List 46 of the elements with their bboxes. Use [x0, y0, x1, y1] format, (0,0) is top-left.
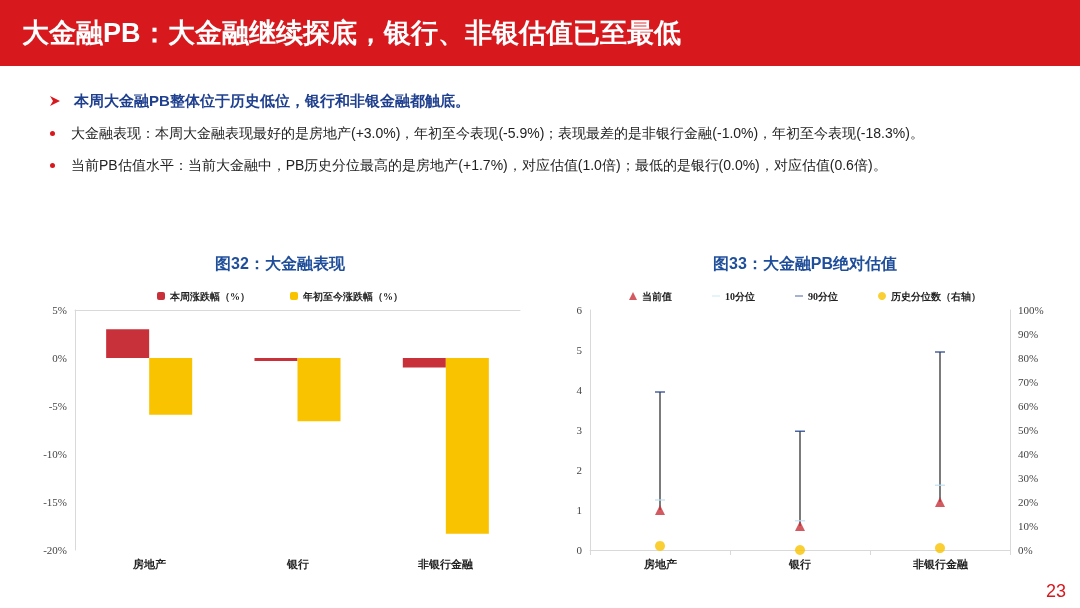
y-tick-label: 5% [52, 304, 67, 316]
x-tick-label: 银行 [788, 557, 811, 570]
y2-tick-label: 90% [1018, 328, 1039, 340]
text: 本周大金融PB整体位于历史低位，银行和非银金融都触底。 [74, 91, 470, 111]
y2-tick-label: 50% [1018, 424, 1039, 436]
y-tick-label: 6 [576, 304, 583, 316]
legend-label: 10分位 [725, 290, 755, 302]
y2-tick-label: 20% [1018, 496, 1039, 508]
point [795, 521, 805, 531]
y2-tick-label: 70% [1018, 376, 1039, 388]
y-tick-label: 2 [576, 464, 582, 476]
text: 大金融表现：本周大金融表现最好的是房地产(+3.0%)，年初至今表现(-5.9%)；表现最差的是非银行金融(-1.0%)，年初至今表现(-18.3%)。 [71, 124, 924, 143]
y-tick-label: -5% [48, 400, 67, 412]
y2-tick-label: 80% [1018, 352, 1039, 364]
legend-label: 年初至今涨跌幅（%） [302, 290, 403, 302]
legend-label: 当前值 [642, 290, 672, 302]
y-tick-label: -20% [43, 544, 67, 556]
y2-tick-label: 30% [1018, 472, 1039, 484]
legend-label: 历史分位数（右轴） [890, 290, 981, 302]
y-tick-label: -15% [43, 496, 67, 508]
y2-tick-label: 40% [1018, 448, 1039, 460]
y-tick-label: 5 [576, 344, 583, 356]
y-tick-label: 0% [52, 352, 67, 364]
text: 23 [1045, 581, 1066, 602]
y-tick-label: 1 [576, 504, 582, 516]
legend-label: 本周涨跌幅（%） [169, 290, 250, 302]
chart-title: 图32：大金融表现 [215, 254, 346, 272]
y-tick-label: 0 [576, 544, 583, 556]
y2-tick-label: 0% [1018, 544, 1033, 556]
text: 当前PB估值水平：当前大金融中，PB历史分位最高的是房地产(+1.7%)，对应估值(1.0倍)；最低的是银行(0.0%)，对应估值(0.6倍)。 [71, 156, 887, 175]
x-tick-label: 银行 [285, 557, 309, 570]
legend-label: 90分位 [808, 290, 838, 302]
point [655, 505, 665, 515]
x-tick-label: 房地产 [131, 557, 166, 570]
y2-tick-label: 100% [1018, 304, 1044, 316]
text: 大金融PB：大金融继续探底，银行、非银估值已至最低 [0, 0, 1080, 66]
point [935, 497, 945, 507]
x-tick-label: 非银行金融 [417, 557, 475, 570]
x-tick-label: 非银行金融 [911, 557, 969, 570]
y2-tick-label: 10% [1018, 520, 1039, 532]
y2-tick-label: 60% [1018, 400, 1039, 412]
y-tick-label: 3 [576, 424, 583, 436]
y-tick-label: -10% [43, 448, 67, 460]
y-tick-label: 4 [576, 384, 583, 396]
x-tick-label: 房地产 [642, 557, 677, 570]
chart-title: 图33：大金融PB绝对估值 [712, 254, 898, 272]
